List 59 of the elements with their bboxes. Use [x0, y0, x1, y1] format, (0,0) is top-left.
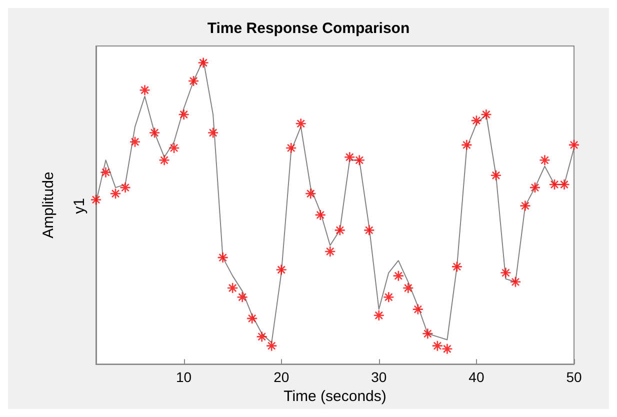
- point: [392, 270, 404, 282]
- point: [520, 200, 531, 212]
- point: [558, 178, 570, 190]
- point: [168, 142, 180, 154]
- point: [432, 340, 444, 352]
- point: [344, 151, 356, 163]
- point: [295, 118, 307, 130]
- point: [217, 252, 228, 264]
- point: [539, 154, 550, 166]
- point: [402, 282, 414, 294]
- point: [276, 264, 287, 276]
- point: [354, 154, 366, 166]
- point: [207, 127, 219, 138]
- point: [100, 166, 112, 178]
- x-tick-label: 40: [468, 369, 484, 386]
- text: y1: [71, 198, 88, 214]
- point: [148, 127, 160, 138]
- point: [480, 108, 492, 120]
- point: [470, 114, 482, 126]
- point: [266, 340, 278, 352]
- point: [442, 343, 453, 355]
- point: [139, 84, 150, 96]
- point: [529, 182, 541, 194]
- point: [451, 261, 463, 272]
- point: [490, 170, 502, 182]
- point: [324, 246, 336, 258]
- point: [314, 209, 326, 221]
- point: [363, 224, 375, 236]
- point: [461, 139, 472, 151]
- point: [568, 139, 580, 151]
- point: [334, 224, 346, 236]
- x-tick-label: 10: [176, 369, 192, 386]
- point: [178, 108, 190, 120]
- point: [188, 75, 200, 87]
- point: [285, 142, 297, 154]
- point: [226, 282, 238, 294]
- point: [110, 188, 122, 200]
- point: [383, 291, 394, 303]
- x-tick-label: 20: [274, 369, 290, 386]
- x-axis-title: Time (seconds): [284, 388, 386, 405]
- point: [236, 291, 248, 303]
- x-tick-label: 30: [371, 369, 387, 386]
- point: [90, 194, 102, 206]
- point: [304, 188, 316, 200]
- chart-title: Time Response Comparison: [207, 20, 410, 37]
- point: [158, 154, 170, 166]
- point: [422, 328, 434, 340]
- point: [120, 182, 131, 194]
- point: [198, 57, 209, 68]
- point: [246, 312, 258, 324]
- y-axis-title: Amplitude: [40, 172, 57, 238]
- point: [129, 136, 141, 148]
- point: [256, 331, 268, 342]
- x-tick-label: 50: [566, 369, 582, 386]
- point: [373, 310, 385, 322]
- point: [412, 304, 424, 315]
- point: [548, 178, 560, 190]
- point: [510, 276, 522, 288]
- point: [500, 267, 512, 278]
